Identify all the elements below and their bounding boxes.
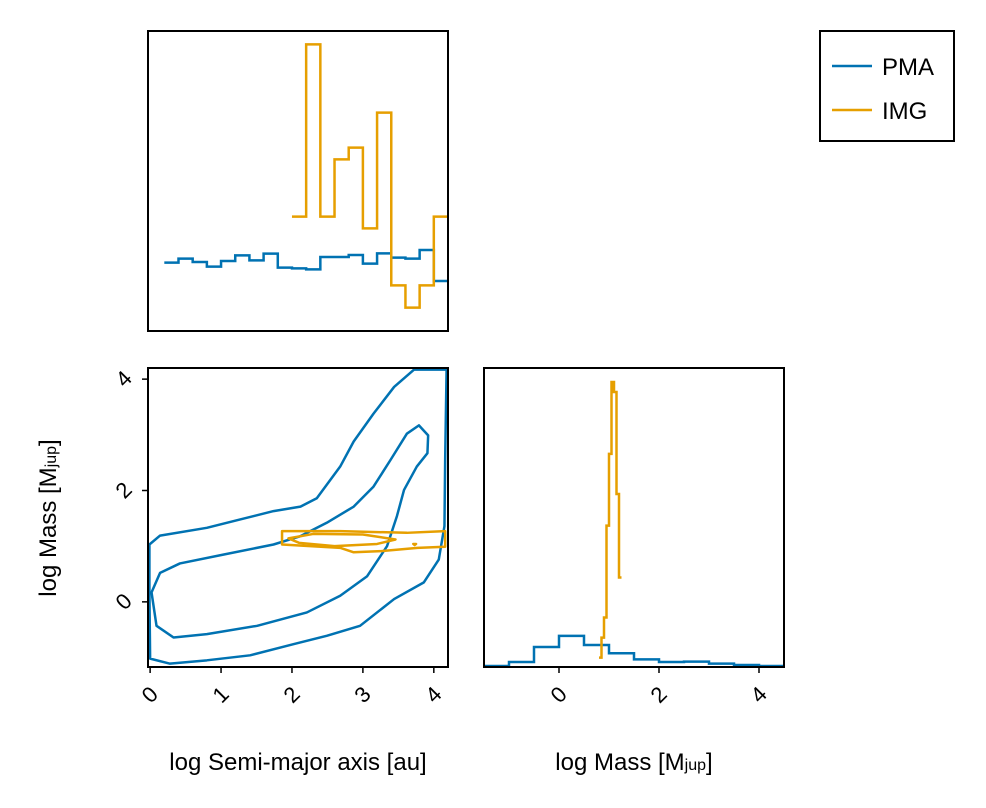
y-tick-label: 4: [110, 366, 136, 392]
contour-img-1: [287, 532, 397, 548]
x-tick-label: 4: [745, 681, 771, 707]
x-tick-label: 1: [208, 681, 234, 707]
contour-pma-0: [148, 368, 448, 665]
contour-panel: 0 1 2 3 4 0 2 4: [110, 366, 449, 708]
y-tick-label: 0: [110, 588, 136, 614]
x-axis-label-semimajor: log Semi-major axis [au]: [169, 749, 426, 776]
x-tick-label: 0: [545, 681, 571, 707]
x-tick-label: 2: [278, 681, 304, 707]
panel-frame: [147, 30, 449, 332]
histogram-step-img: [599, 380, 622, 659]
legend: PMA IMG: [819, 30, 955, 142]
top-histogram-panel: [147, 30, 449, 332]
panel-frame: [483, 367, 785, 668]
legend-box: [819, 30, 955, 142]
contour-img-2: [411, 542, 418, 547]
contour-img-0: [280, 529, 447, 554]
legend-label-pma: PMA: [882, 54, 934, 81]
x-tick-label: 2: [645, 681, 671, 707]
histogram-step-img: [291, 43, 448, 309]
y-axis-label-mass: log Mass [Mjup]: [35, 439, 62, 596]
contour-pma-1: [150, 424, 430, 639]
y-tick-label: 2: [110, 477, 136, 503]
x-tick-label: 3: [349, 681, 375, 707]
histogram-step-pma: [484, 634, 784, 667]
mass-histogram-panel: 0 2 4: [483, 367, 785, 708]
histogram-step-pma: [164, 248, 448, 283]
x-tick-label: 0: [137, 681, 163, 707]
legend-label-img: IMG: [882, 98, 927, 125]
x-axis-label-mass: log Mass [Mjup]: [555, 749, 712, 776]
x-tick-label: 4: [420, 681, 446, 707]
panel-frame: [147, 367, 449, 668]
